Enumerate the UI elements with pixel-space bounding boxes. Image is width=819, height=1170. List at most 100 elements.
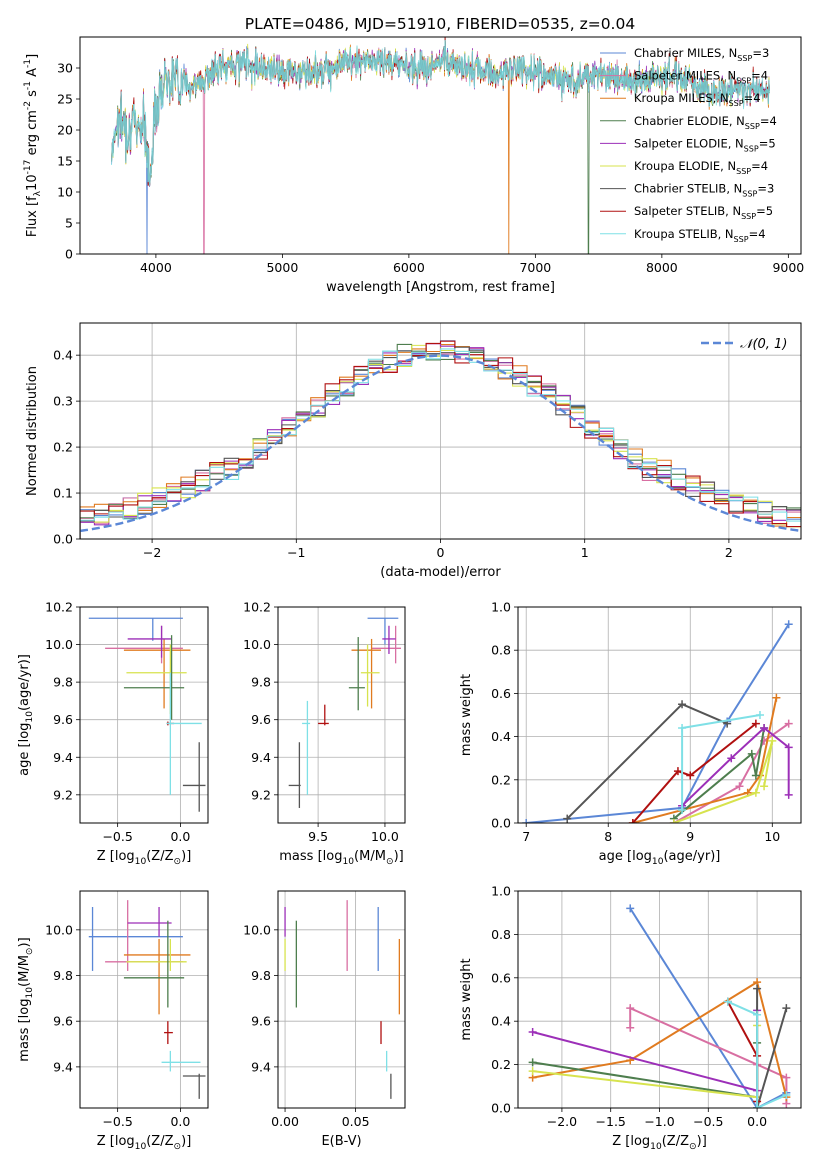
chart-spectrum: 4000 5000 6000 7000 8000 9000 0 5 10 15 20 25 30 wave… (23, 36, 804, 295)
y-tick-label: 9.6 (251, 712, 271, 727)
weight-point-marker (760, 782, 769, 791)
legend-entry: Salpeter STELIB, NSSP​=5 (634, 204, 773, 221)
plot-area (88, 617, 206, 812)
plot-area (288, 617, 401, 808)
y-tick-label: 20 (57, 123, 73, 138)
x-axis-label: wavelength [Angstrom, rest frame] (326, 280, 555, 295)
weight-point-marker (782, 1090, 791, 1099)
x-tick-label: 0.05 (342, 1114, 370, 1129)
x-tick-label: −0.5 (102, 829, 132, 844)
histogram-step (80, 340, 801, 539)
x-tick-label: 0.0 (747, 1114, 767, 1129)
grid (518, 890, 801, 1109)
weight-point-marker (626, 1004, 635, 1013)
weight-point-marker (753, 1010, 762, 1019)
chart-mass-vs-ebv: 0.00 0.05 9.4 9.6 9.8 10.0 E(B-V) (243, 890, 406, 1149)
weight-series-line (673, 722, 790, 823)
y-tick-label: 10 (57, 185, 73, 200)
weight-point-marker (727, 754, 736, 763)
y-tick-label: 0.2 (491, 772, 511, 787)
legend-entry: Kroupa STELIB, NSSP​=4 (634, 227, 766, 244)
x-tick-label: 9 (686, 829, 694, 844)
plot-area (522, 620, 793, 823)
y-tick-label: 10.0 (45, 922, 73, 937)
weight-point-marker (784, 743, 793, 752)
figure-title: PLATE=0486, MJD=51910, FIBERID=0535, z=0… (245, 15, 635, 33)
y-tick-label: 0.2 (53, 440, 73, 455)
x-tick-label: −0.5 (102, 1114, 132, 1129)
weight-point-marker (678, 723, 687, 732)
y-axis-label: Normed distribution (25, 366, 40, 496)
legend-entry: 𝒩(0, 1) (740, 337, 787, 352)
legend-entry: Salpeter MILES, NSSP​=4 (634, 69, 768, 86)
y-tick-label: 10.0 (45, 637, 73, 652)
weight-point-marker (626, 1023, 635, 1032)
chart-mass-weight-vs-age: 7 8 9 10 0.0 0.2 0.4 0.6 0.8 1.0 age [log10​(age/y… (459, 600, 802, 867)
weight-point-marker (686, 771, 695, 780)
y-tick-label: 0.6 (491, 686, 511, 701)
y-tick-label: 9.2 (53, 787, 73, 802)
legend-entry: Chabrier MILES, NSSP​=3 (634, 46, 769, 63)
legend-entry: Chabrier STELIB, NSSP​=3 (634, 182, 774, 199)
chart-mass-vs-z: −0.5 0.0 9.4 9.6 9.8 10.0 Z [log10​(Z/Z⊙​)] mas… (17, 890, 209, 1152)
axes-frame (277, 606, 406, 824)
x-axis-label: Z [log10​(Z/Z⊙​)] (612, 1134, 707, 1152)
plot-area (111, 37, 770, 254)
x-tick-label: 0.0 (170, 829, 190, 844)
x-tick-label: 0 (437, 545, 445, 560)
legend-entry: Kroupa ELODIE, NSSP​=4 (634, 159, 768, 176)
grid (278, 891, 405, 1108)
y-axis-label: mass [log10​(M/M⊙​)] (17, 937, 35, 1061)
weight-point-marker (528, 1058, 537, 1067)
axes-frame (277, 890, 406, 1109)
weight-point-marker (760, 723, 769, 732)
y-tick-label: 5 (65, 216, 73, 231)
weight-series-line (632, 722, 757, 823)
weight-point-marker (755, 711, 764, 719)
x-axis-label: Z [log10​(Z/Z⊙​)] (97, 1134, 192, 1152)
x-tick-label: 0.00 (271, 1114, 299, 1129)
y-tick-label: 9.6 (53, 1014, 73, 1029)
plot-area (284, 900, 401, 1099)
weight-point-marker (528, 1028, 537, 1037)
plot-area (528, 904, 791, 1108)
ticks: 0.00 0.05 9.4 9.6 9.8 10.0 (243, 922, 369, 1129)
y-tick-label: 0.6 (491, 970, 511, 985)
y-tick-label: 9.4 (251, 750, 271, 765)
weight-point-marker (563, 814, 572, 823)
y-tick-label: 9.8 (53, 675, 73, 690)
weight-point-marker (735, 782, 744, 791)
ticks: 9.5 10.0 9.2 9.4 9.6 9.8 10.0 10.2 (243, 600, 399, 845)
y-tick-label: 9.2 (251, 787, 271, 802)
axes-frame (517, 606, 802, 824)
weight-point-marker (628, 819, 637, 823)
x-tick-label: −0.5 (693, 1114, 723, 1129)
weight-point-marker (784, 790, 793, 799)
legend: Chabrier MILES, NSSP​=3 Salpeter MILES, N… (600, 46, 777, 244)
x-axis-label: Z [log10​(Z/Z⊙​)] (97, 849, 192, 867)
y-tick-label: 0.4 (491, 1014, 511, 1029)
x-tick-label: 10 (764, 829, 780, 844)
chart-age-vs-z: −0.5 0.0 9.2 9.4 9.6 9.8 10.0 10.2 Z [log10​(Z/Z… (17, 600, 209, 867)
y-tick-label: 0.1 (53, 486, 73, 501)
weight-series-line (632, 697, 778, 823)
weight-series-line (673, 727, 766, 820)
axes-frame (79, 606, 209, 824)
axes-frame (517, 890, 802, 1109)
x-axis-label: E(B-V) (321, 1134, 361, 1149)
weight-series-line (727, 1000, 787, 1108)
y-tick-label: 10.2 (45, 600, 73, 615)
x-axis-label: (data-model)/error (380, 565, 501, 580)
ticks: −2 −1 0 1 2 0.0 0.1 0.2 0.3 0.4 (53, 348, 733, 560)
x-tick-label: 2 (725, 545, 733, 560)
y-tick-label: 9.8 (251, 675, 271, 690)
chart-age-vs-mass: 9.5 10.0 9.2 9.4 9.6 9.8 10.0 10.2 mass [log10​(… (243, 600, 406, 867)
y-tick-label: 25 (57, 92, 73, 107)
grid (80, 891, 208, 1108)
x-tick-label: 7 (522, 829, 530, 844)
ticks: −2.0 −1.5 −1.0 −0.5 0.0 0.0 0.2 0.4 0.6 0.8 1.0 (491, 884, 767, 1130)
y-tick-label: 0.3 (53, 394, 73, 409)
weight-point-marker (768, 736, 777, 745)
y-tick-label: 0.0 (491, 1101, 511, 1116)
